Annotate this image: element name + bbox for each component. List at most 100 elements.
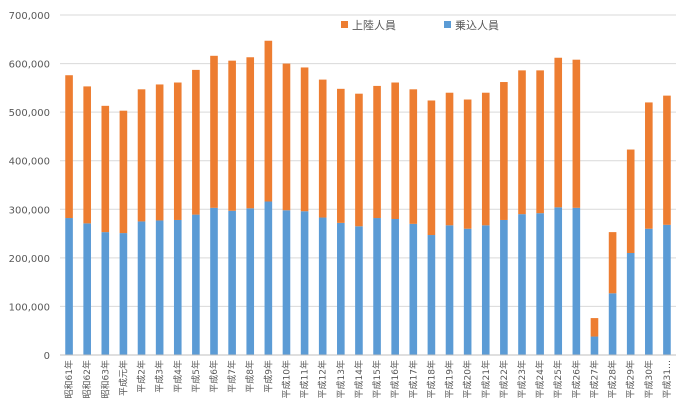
bar-landing: [246, 57, 255, 209]
bar-landing: [373, 85, 381, 219]
bar-boarding: [518, 214, 526, 355]
bar-landing: [264, 40, 273, 202]
bar-boarding: [228, 210, 236, 355]
bar-landing: [391, 82, 399, 219]
bar-landing: [300, 67, 309, 212]
x-tick-label: 平成23年: [516, 360, 528, 398]
y-tick-label: 400,000: [9, 157, 50, 168]
x-tick-label: 平成2年: [136, 360, 148, 393]
bar-boarding: [355, 226, 363, 355]
x-tick-label: 平成4年: [172, 360, 184, 393]
y-tick-label: 200,000: [9, 254, 50, 265]
x-tick-label: 平成22年: [498, 360, 510, 398]
bar-landing: [83, 86, 91, 224]
x-tick-label: 平成18年: [425, 360, 437, 398]
bar-landing: [192, 69, 200, 215]
x-tick-label: 昭和63年: [99, 360, 111, 398]
bar-landing: [608, 232, 617, 294]
bar-boarding: [83, 223, 91, 355]
legend-swatch-boarding: [444, 21, 451, 28]
bar-boarding: [282, 210, 291, 355]
bar-boarding: [337, 222, 345, 355]
bars: [65, 40, 671, 355]
x-tick-label: 平成15年: [371, 360, 383, 398]
bar-boarding: [173, 219, 182, 355]
x-tick-label: 平成17年: [407, 360, 419, 398]
bar-boarding: [572, 207, 581, 355]
y-tick-label: 600,000: [9, 60, 50, 71]
x-tick-label: 平成7年: [226, 360, 238, 393]
bar-landing: [228, 60, 236, 211]
x-tick-label: 平成11年: [299, 360, 311, 398]
bar-boarding: [645, 228, 653, 355]
x-tick-label: 平成14年: [353, 360, 365, 398]
x-tick-label: 平成27年: [588, 360, 600, 398]
bar-boarding: [373, 218, 381, 355]
x-tick-label: 平成21年: [480, 360, 492, 398]
x-tick-label: 平成元年: [117, 360, 129, 396]
bar-landing: [282, 63, 291, 211]
bar-landing: [626, 149, 635, 253]
bar-boarding: [608, 293, 617, 355]
bar-landing: [645, 102, 653, 229]
y-tick-label: 100,000: [9, 302, 50, 313]
bar-boarding: [264, 201, 273, 355]
bar-boarding: [246, 208, 255, 355]
bar-boarding: [554, 207, 563, 355]
bar-boarding: [481, 225, 490, 355]
bar-landing: [663, 95, 671, 225]
legend-label-boarding: 乗込人員: [455, 19, 499, 32]
x-tick-label: 平成30年: [643, 360, 655, 398]
y-tick-label: 0: [44, 351, 50, 362]
x-axis-ticks: 昭和61年 昭和62年 昭和63年 平成元年 平成2年 平成3年 平成4年 平成5年 平成6年平…: [63, 360, 673, 398]
legend-swatch-landing: [341, 21, 348, 28]
bar-boarding: [427, 235, 436, 355]
y-axis-ticks: 0 100,000 200,000 300,000 400,000 500,000 600,…: [9, 11, 50, 362]
x-tick-label: 平成10年: [280, 360, 292, 398]
gridlines: [60, 14, 676, 307]
bar-boarding: [192, 214, 200, 355]
bar-boarding: [65, 218, 73, 355]
x-tick-label: 平成19年: [444, 360, 456, 398]
bar-landing: [101, 105, 110, 233]
bar-landing: [554, 57, 563, 208]
x-tick-label: 平成6年: [208, 360, 220, 393]
bar-landing: [481, 92, 490, 226]
bar-boarding: [300, 211, 309, 355]
x-tick-label: 平成24年: [534, 360, 546, 398]
bar-boarding: [463, 228, 472, 355]
bar-landing: [65, 75, 73, 219]
bar-landing: [337, 88, 345, 223]
bar-boarding: [626, 253, 635, 355]
legend-label-landing: 上陸人員: [352, 19, 396, 32]
bar-boarding: [210, 207, 218, 355]
bar-boarding: [445, 225, 454, 355]
x-tick-label: 平成12年: [317, 360, 329, 398]
bar-boarding: [409, 223, 418, 355]
bar-landing: [137, 89, 146, 222]
bar-landing: [155, 84, 164, 221]
x-tick-label: 平成3年: [154, 360, 166, 393]
bar-boarding: [500, 219, 508, 355]
bar-landing: [173, 82, 182, 220]
x-tick-label: 昭和61年: [63, 360, 75, 398]
bar-boarding: [137, 221, 146, 355]
y-tick-label: 500,000: [9, 108, 50, 119]
bar-boarding: [663, 224, 671, 355]
x-tick-label: 平成29年: [625, 360, 637, 398]
x-tick-label: 平成9年: [262, 360, 274, 393]
bar-boarding: [318, 217, 327, 355]
y-tick-label: 300,000: [9, 205, 50, 216]
bar-boarding: [391, 219, 399, 355]
bar-landing: [355, 93, 363, 227]
bar-landing: [427, 100, 436, 236]
x-tick-label: 平成16年: [389, 360, 401, 398]
x-tick-label: 平成28年: [607, 360, 619, 398]
bar-landing: [463, 99, 472, 229]
legend: 上陸人員 乗込人員: [341, 19, 499, 32]
bar-landing: [536, 70, 544, 214]
x-tick-label: 平成26年: [570, 360, 582, 398]
bar-landing: [409, 89, 418, 224]
bar-boarding: [155, 220, 164, 355]
